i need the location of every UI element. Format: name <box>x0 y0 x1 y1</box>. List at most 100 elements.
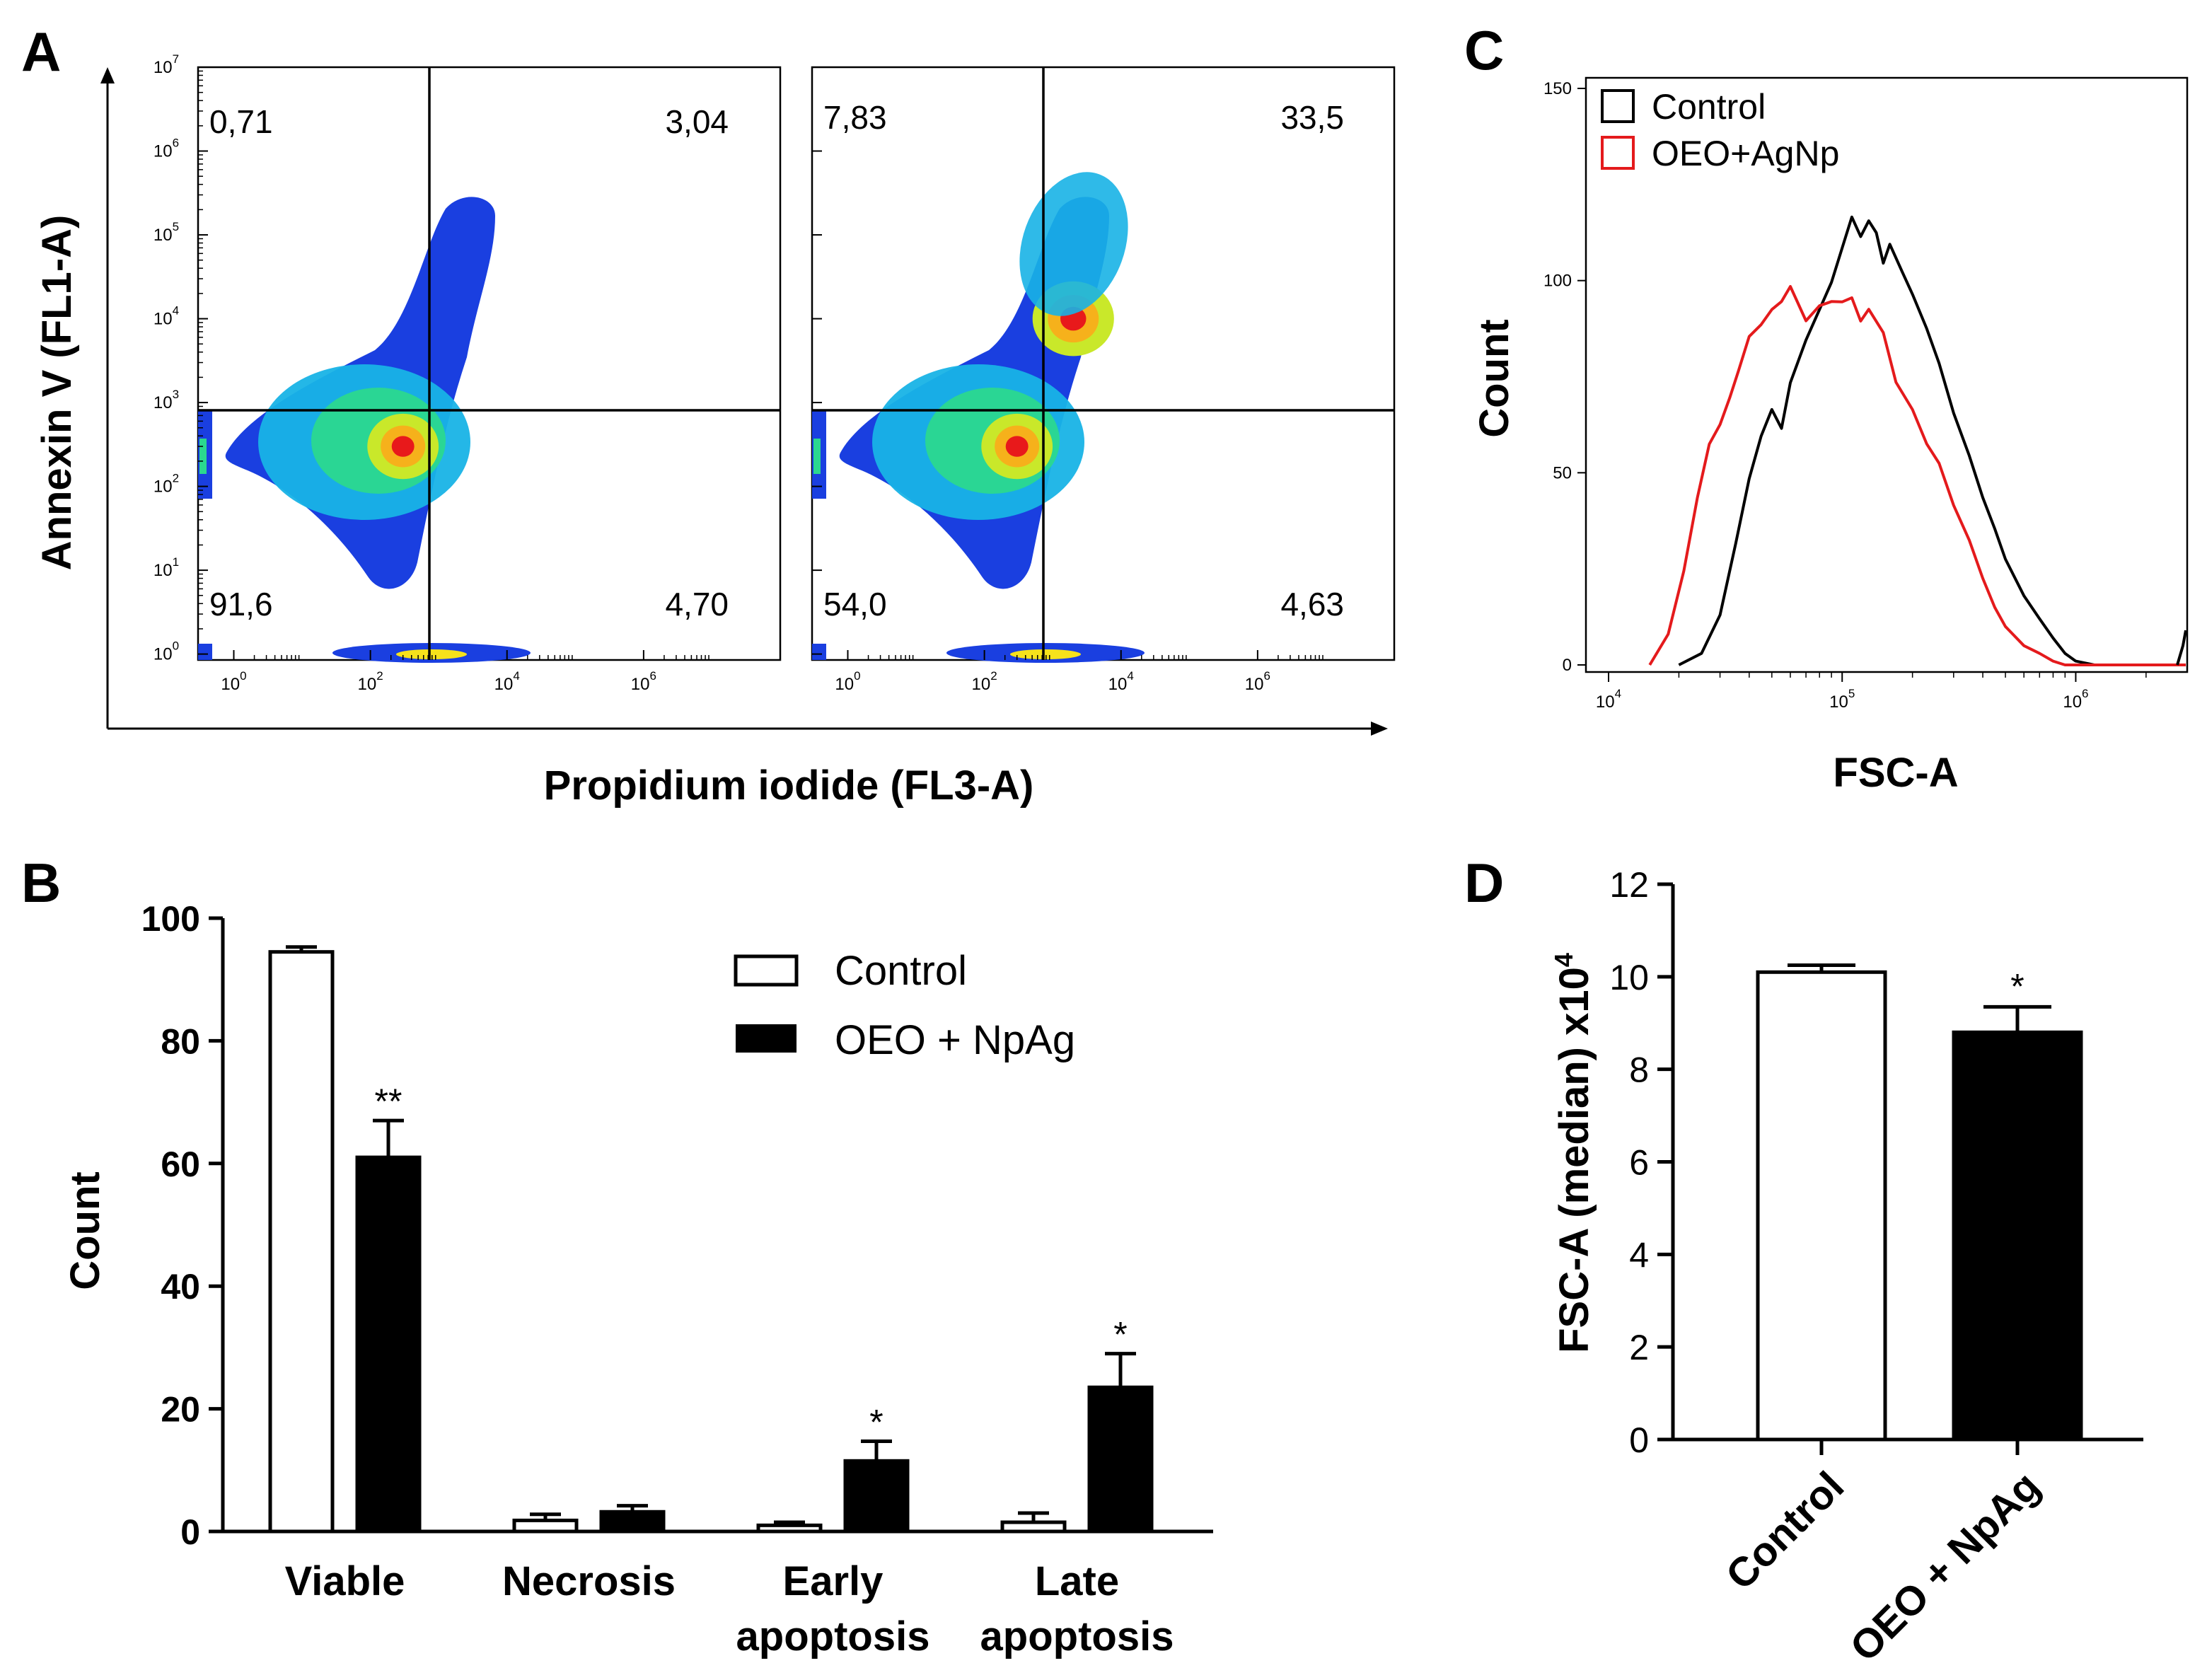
quadrant-lower-right: 4,70 <box>665 586 729 622</box>
y-tick-label-exp: 0 <box>173 639 179 653</box>
legend-label-control: Control <box>1652 87 1766 127</box>
bar-control <box>512 1518 579 1534</box>
y-tick-label: 20 <box>161 1390 200 1430</box>
flow-plot-frame <box>811 66 1396 661</box>
legend-swatch-treated <box>1601 136 1635 170</box>
y-tick-label: 12 <box>1609 865 1649 905</box>
panel-d-y-title-main: FSC-A (median) x10 <box>1551 967 1597 1353</box>
panel-letter-c: C <box>1464 19 1504 81</box>
density-edge-corner <box>198 644 212 660</box>
quadrant-lower-right: 4,63 <box>1280 586 1344 622</box>
quadrant-upper-left: 0,71 <box>209 103 273 140</box>
quadrant-lower-left: 54,0 <box>823 586 887 622</box>
density-edge-bottom-core <box>1010 649 1081 659</box>
y-tick-label: 105 <box>153 220 179 245</box>
density-edge-bottom-core <box>396 649 467 659</box>
x-tick-label-base: 10 <box>972 675 991 694</box>
x-tick-label-base: 10 <box>1245 675 1264 694</box>
y-tick-label-exp: 3 <box>173 388 179 401</box>
significance-mark: ** <box>375 1082 402 1121</box>
x-tick-label-exp: 6 <box>649 669 656 683</box>
legend-label-treated: OEO + NpAg <box>835 1017 1075 1063</box>
y-tick-label-exp: 7 <box>173 52 179 66</box>
legend-swatch-treated <box>736 1024 797 1053</box>
quadrant-upper-right: 3,04 <box>665 103 729 140</box>
x-tick-label-base: 10 <box>221 675 240 694</box>
bar-treated <box>1087 1385 1154 1534</box>
bar-chart-d: 0 2 4 6 8 10 12 Control * OEO + NpAg <box>1609 865 2143 1670</box>
legend-swatch-control <box>734 954 799 987</box>
legend-c: Control OEO+AgNp <box>1601 87 1839 173</box>
x-tick-label-base: 10 <box>631 675 650 694</box>
y-tick-label: 103 <box>153 388 179 412</box>
density-cloud <box>198 197 531 663</box>
category-label: apoptosis <box>736 1614 930 1659</box>
y-tick-label-base: 10 <box>153 477 173 497</box>
y-tick-label: 0 <box>1563 656 1572 675</box>
x-tick-label: 105 <box>1829 687 1855 712</box>
y-tick-label: 106 <box>153 137 179 161</box>
significance-mark: * <box>869 1403 883 1442</box>
y-tick-label: 101 <box>153 555 179 580</box>
panel-a-y-arrowhead <box>100 67 115 83</box>
x-tick-label: 100 <box>221 669 246 694</box>
x-tick-label-exp: 5 <box>1848 687 1855 700</box>
y-tick-label-exp: 1 <box>173 555 179 569</box>
x-tick-label-base: 10 <box>1829 693 1848 712</box>
panel-d: D FSC-A (median) x104 024681012Control*O… <box>1464 852 2143 1670</box>
y-tick-label: 40 <box>161 1267 200 1307</box>
x-tick-label: 104 <box>494 669 520 694</box>
y-tick-label: 150 <box>1543 79 1572 98</box>
y-tick-label-base: 10 <box>153 645 173 664</box>
x-tick-label: 102 <box>358 669 383 694</box>
y-tick-label: 50 <box>1553 463 1572 482</box>
x-tick-label-exp: 2 <box>376 669 383 683</box>
category-label: Early <box>783 1558 884 1604</box>
panel-a: A Annexin V (FL1-A) Propidium iodide (FL… <box>21 21 1396 809</box>
x-tick-label-base: 10 <box>358 675 377 694</box>
density-edge-corner <box>812 644 826 660</box>
density-cloud <box>812 172 1145 663</box>
bar-treated <box>599 1510 666 1534</box>
y-tick-label-exp: 6 <box>173 137 179 150</box>
panel-d-y-title-exp: 4 <box>1549 953 1578 967</box>
category-label: Control <box>1717 1463 1853 1599</box>
y-tick-label-exp: 4 <box>173 304 179 318</box>
category-label: Late <box>1035 1558 1119 1604</box>
y-tick-label: 107 <box>153 52 179 77</box>
bar-treated <box>843 1459 910 1534</box>
x-tick-label-base: 10 <box>2063 693 2082 712</box>
panel-a-x-arrowhead <box>1371 722 1388 736</box>
x-tick-label-exp: 0 <box>240 669 246 683</box>
category-label: Necrosis <box>502 1558 676 1604</box>
legend-label-control: Control <box>835 948 967 994</box>
bar-control <box>1000 1520 1067 1534</box>
y-tick-label: 8 <box>1629 1050 1649 1090</box>
x-tick-label: 104 <box>1596 687 1621 712</box>
quadrant-lower-left: 91,6 <box>209 586 273 622</box>
x-tick-label: 106 <box>1245 669 1270 694</box>
y-tick-label: 80 <box>161 1021 200 1061</box>
panel-b-y-title: Count <box>62 1171 108 1290</box>
y-tick-label: 6 <box>1629 1143 1649 1183</box>
density-peak-core <box>1005 436 1029 457</box>
y-tick-label-base: 10 <box>153 142 173 161</box>
y-tick-label-base: 10 <box>153 310 173 329</box>
density-lobe <box>1019 172 1128 316</box>
x-tick-label-base: 10 <box>1596 693 1615 712</box>
panel-c-x-title: FSC-A <box>1833 750 1958 796</box>
y-tick-label-base: 10 <box>153 226 173 245</box>
y-tick-label: 2 <box>1629 1328 1649 1367</box>
quadrant-upper-right: 33,5 <box>1280 99 1344 136</box>
category-label: OEO + NpAg <box>1841 1463 2049 1670</box>
x-tick-label-base: 10 <box>494 675 514 694</box>
x-tick-label: 100 <box>835 669 860 694</box>
y-tick-label: 60 <box>161 1145 200 1184</box>
y-tick-label: 102 <box>153 472 179 497</box>
legend-swatch-control <box>1601 89 1635 123</box>
